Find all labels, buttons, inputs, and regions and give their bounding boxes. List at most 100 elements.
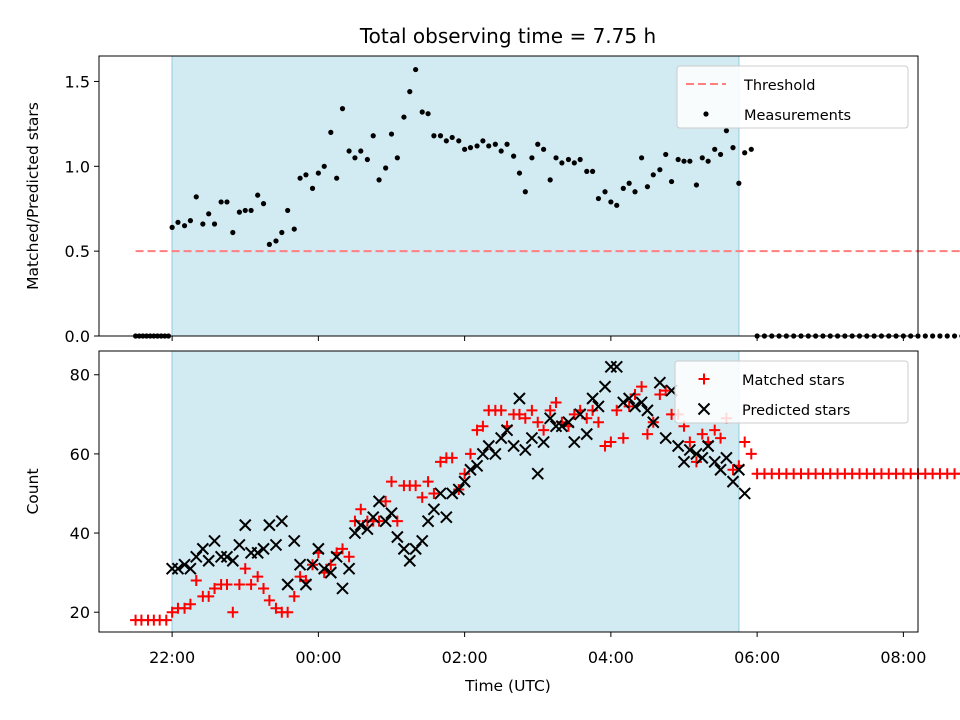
data-point-predicted [416, 534, 429, 548]
data-point-matched [690, 456, 702, 468]
data-point-measurement [211, 221, 218, 227]
data-point-predicted [220, 550, 234, 564]
data-point-measurement [937, 333, 943, 339]
data-point-measurement [951, 333, 958, 339]
data-point-predicted [361, 522, 374, 536]
data-point-predicted [489, 447, 502, 461]
data-point-measurement [376, 177, 382, 183]
data-point-matched [617, 432, 629, 444]
data-point-predicted [641, 404, 654, 417]
data-point-matched [477, 420, 489, 432]
data-point-measurement [401, 114, 407, 120]
data-point-predicted [251, 546, 264, 560]
data-point-matched [709, 424, 721, 436]
data-point-measurement [218, 199, 224, 205]
data-point-predicted [598, 380, 612, 393]
data-point-measurement [681, 158, 687, 164]
data-point-predicted [269, 538, 283, 552]
y-tick-label: 60 [70, 445, 90, 464]
data-point-measurement [584, 168, 590, 174]
data-point-predicted [732, 463, 746, 476]
legend-label: Matched stars [742, 373, 845, 389]
axes-frame [98, 55, 919, 337]
data-point-matched [592, 416, 604, 428]
data-point-measurement [315, 170, 321, 176]
data-point-predicted [306, 558, 319, 571]
data-point-matched [587, 404, 599, 416]
data-point-matched [252, 571, 264, 583]
data-point-matched [629, 389, 641, 401]
data-point-predicted [171, 562, 185, 575]
data-point-predicted [531, 467, 544, 480]
data-point-measurement [193, 194, 199, 200]
y-axis-label: Matched/Predicted stars [24, 102, 42, 290]
data-point-measurement [930, 333, 936, 339]
data-point-matched [428, 487, 440, 499]
data-point-matched [605, 436, 617, 448]
data-point-measurement [705, 158, 711, 164]
data-point-measurement [388, 131, 395, 137]
y-tick-label: 80 [70, 366, 90, 385]
data-point-measurement [279, 229, 285, 236]
data-point-matched [599, 440, 611, 452]
data-point-measurement [687, 158, 693, 164]
data-point-predicted [342, 562, 356, 575]
y-axis-label: Count [24, 468, 42, 514]
data-point-predicted [549, 419, 563, 433]
data-point-predicted [202, 554, 215, 567]
data-point-measurement [529, 155, 535, 161]
data-point-matched [544, 404, 556, 416]
y-tick-label: 1.0 [65, 157, 90, 176]
data-point-measurement [419, 109, 425, 115]
data-point-matched [422, 476, 434, 488]
data-point-measurement [437, 133, 444, 139]
data-point-predicted [696, 451, 709, 465]
data-point-matched [684, 436, 696, 448]
data-point-measurement [352, 155, 358, 161]
data-point-matched [526, 404, 538, 416]
data-point-measurement [394, 155, 400, 161]
data-point-predicted [434, 487, 447, 500]
data-point-measurement [443, 138, 449, 144]
data-point-predicted [281, 578, 294, 591]
data-point-matched [471, 424, 483, 436]
data-point-predicted [622, 392, 636, 405]
data-point-measurement [511, 153, 517, 159]
x-tick-label: 08:00 [880, 648, 926, 667]
data-point-measurement [358, 148, 364, 154]
data-point-matched [495, 404, 507, 416]
data-point-matched [227, 606, 239, 618]
data-point-predicted [592, 400, 605, 413]
data-point-matched [636, 381, 648, 393]
data-point-matched [373, 515, 385, 527]
data-point-measurement [516, 170, 523, 176]
data-point-predicted [500, 423, 514, 437]
data-point-matched [166, 606, 178, 618]
data-point-measurement [169, 224, 175, 230]
data-point-measurement [559, 160, 565, 166]
data-point-predicted [275, 514, 289, 528]
data-point-predicted [470, 459, 484, 472]
data-point-predicted [513, 392, 526, 405]
legend-predicted-swatch [697, 402, 711, 416]
data-point-measurement [248, 207, 254, 214]
data-point-predicted [263, 518, 276, 532]
data-point-predicted [720, 451, 733, 465]
data-point-predicted [519, 443, 532, 457]
data-point-measurement [541, 146, 547, 152]
data-point-predicted [421, 514, 435, 528]
data-point-predicted [239, 518, 252, 532]
y-tick-label: 40 [70, 524, 90, 543]
data-point-measurement [602, 189, 608, 195]
bottom-panel-counts: 20 40 60 80 Count Matched stars Predicted star… [24, 350, 960, 637]
data-point-matched [221, 579, 233, 591]
data-point-measurement [370, 133, 376, 139]
data-point-matched [233, 579, 245, 591]
data-point-measurement [668, 178, 675, 185]
data-point-measurement [638, 155, 645, 161]
data-point-matched [391, 515, 403, 527]
data-point-predicted [458, 475, 471, 488]
data-point-predicted [226, 554, 240, 567]
data-point-matched [641, 428, 653, 440]
data-point-measurement [181, 223, 188, 229]
